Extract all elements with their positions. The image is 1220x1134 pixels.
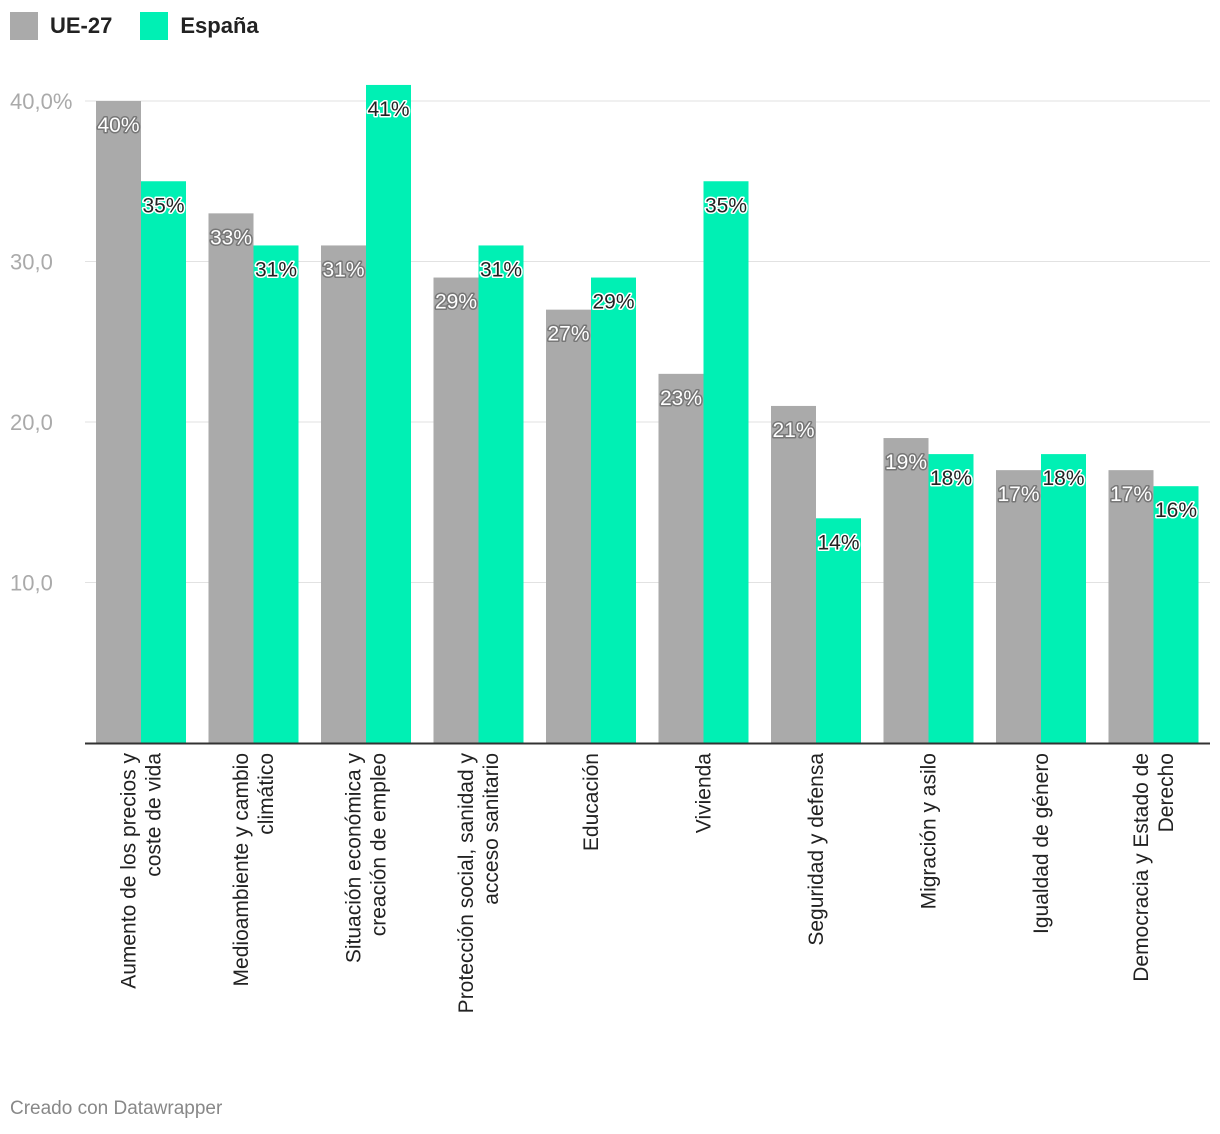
data-label: 27% [547, 323, 589, 346]
category-label: Educación [580, 753, 603, 851]
data-label: 14% [817, 531, 859, 554]
bar [366, 84, 411, 743]
category-label-line: Seguridad y defensa [805, 753, 828, 946]
y-tick-label: 30,0 [10, 250, 53, 275]
legend-label-espana: España [180, 13, 259, 38]
category-label-line: Situación económica y [343, 753, 366, 964]
category-label: Democracia y Estado deDerecho [1130, 753, 1178, 982]
category-label: Situación económica ycreación de empleo [343, 753, 391, 964]
bar [771, 405, 816, 743]
legend-swatch-ue27 [10, 12, 38, 40]
data-label: 31% [480, 258, 522, 281]
category-label-line: Aumento de los precios y [118, 753, 141, 989]
bar [816, 518, 861, 743]
category-label-line: Medioambiente y cambio [230, 753, 253, 986]
bar-chart: 10,020,030,040,0%40%33%31%29%27%23%21%19… [10, 84, 1210, 1014]
bar [478, 245, 524, 743]
category-label-line: coste de vida [143, 753, 166, 877]
category-label: Igualdad de género [1030, 753, 1053, 934]
bar [208, 213, 254, 744]
data-label: 35% [705, 194, 747, 217]
data-label: 19% [885, 451, 927, 474]
chart-legend: UE-27 España [10, 12, 287, 40]
category-label-line: Migración y asilo [918, 753, 941, 909]
data-label: 16% [1155, 499, 1197, 522]
bar [883, 438, 929, 743]
category-label-line: Democracia y Estado de [1130, 753, 1153, 982]
category-label-line: Derecho [1155, 753, 1178, 832]
data-label: 33% [210, 226, 252, 249]
category-label-line: Educación [580, 753, 603, 851]
legend-swatch-espana [140, 12, 169, 40]
data-label: 35% [142, 194, 184, 217]
data-label: 18% [1042, 467, 1084, 490]
y-tick-label: 20,0 [10, 410, 53, 435]
data-label: 31% [255, 258, 297, 281]
legend-item-espana: España [140, 12, 259, 40]
category-label: Seguridad y defensa [805, 753, 828, 946]
data-label: 18% [930, 467, 972, 490]
bar [1041, 454, 1086, 743]
bar [546, 309, 591, 743]
bar [253, 245, 299, 743]
y-tick-label: 10,0 [10, 571, 53, 596]
data-label: 21% [772, 419, 814, 442]
category-label: Aumento de los precios ycoste de vida [118, 753, 166, 989]
bar [591, 277, 636, 743]
bar [433, 277, 479, 743]
category-label-line: acceso sanitario [480, 753, 503, 905]
category-label: Medioambiente y cambioclimático [230, 753, 278, 986]
category-label: Migración y asilo [918, 753, 941, 909]
category-label-line: climático [255, 753, 278, 835]
data-label: 31% [322, 258, 364, 281]
category-label: Vivienda [693, 753, 716, 833]
y-tick-label: 40,0% [10, 89, 72, 114]
data-label: 23% [660, 387, 702, 410]
category-label-line: Protección social, sanidad y [455, 753, 478, 1014]
data-label: 17% [1110, 483, 1152, 506]
category-label-line: Igualdad de género [1030, 753, 1053, 934]
bar [321, 245, 366, 743]
data-label: 29% [435, 291, 477, 314]
data-label: 40% [97, 114, 139, 137]
legend-item-ue27: UE-27 [10, 12, 112, 40]
legend-label-ue27: UE-27 [50, 13, 113, 38]
data-label: 17% [997, 483, 1039, 506]
bar [1153, 486, 1199, 743]
bar [1108, 470, 1154, 743]
bar [928, 454, 974, 743]
bar [658, 373, 704, 743]
credit-text: Creado con Datawrapper [10, 1098, 223, 1119]
category-label-line: Vivienda [693, 753, 716, 833]
category-label: Protección social, sanidad yacceso sanit… [455, 753, 503, 1014]
bar [96, 101, 141, 743]
data-label: 41% [367, 98, 409, 121]
bar [703, 181, 749, 743]
data-label: 29% [592, 291, 634, 314]
bar [141, 181, 186, 743]
category-label-line: creación de empleo [368, 753, 391, 936]
bar [996, 470, 1041, 743]
